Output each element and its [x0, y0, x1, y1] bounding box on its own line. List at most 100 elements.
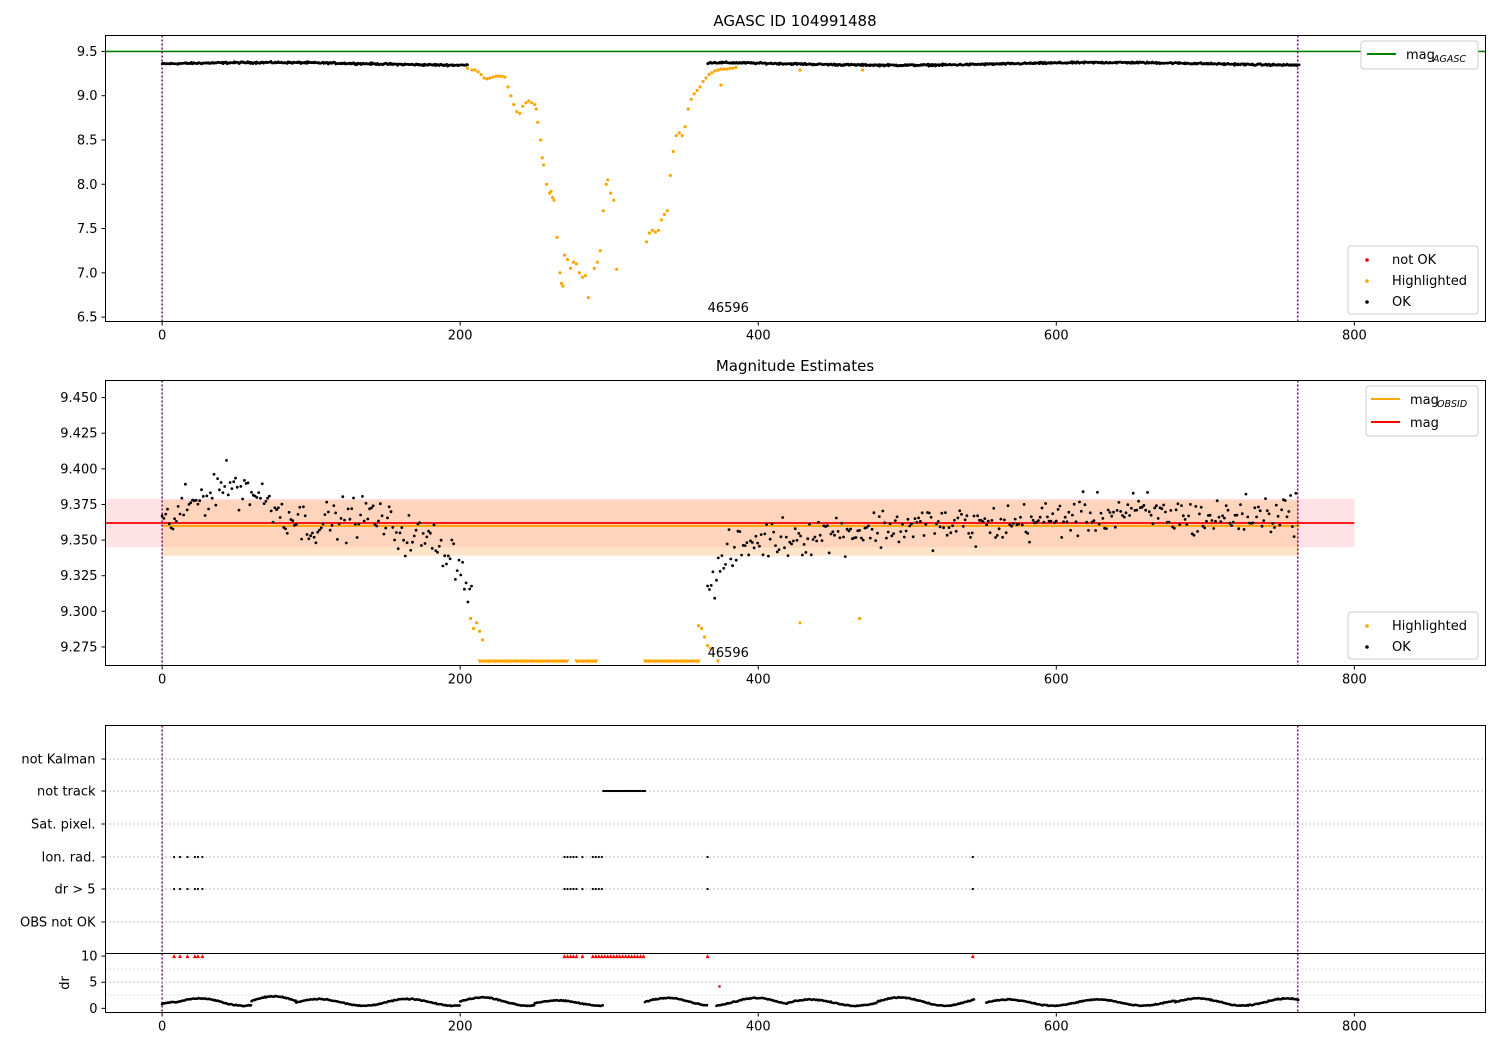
- ok-point: [359, 513, 362, 517]
- highlighted-point: [719, 67, 723, 71]
- ok-point: [949, 531, 953, 535]
- ok-point: [917, 516, 920, 520]
- ok-point: [234, 476, 237, 480]
- estimates-y-tick-label: 9.375: [60, 498, 97, 513]
- ok-point: [420, 544, 423, 547]
- dr-x-tick-label: 800: [1342, 1020, 1367, 1035]
- ok-point: [1176, 502, 1180, 506]
- ok-point: [1149, 513, 1153, 517]
- ok-point: [1028, 540, 1031, 544]
- ok-point: [1020, 523, 1024, 527]
- ok-point: [164, 512, 168, 516]
- ok-point: [1283, 499, 1287, 502]
- ok-point: [881, 509, 885, 513]
- ok-point: [176, 505, 180, 508]
- highlighted-point: [527, 99, 531, 103]
- highlighted-point: [722, 67, 726, 71]
- highlighted-point: [725, 67, 729, 71]
- ok-point: [421, 532, 425, 535]
- ok-point: [300, 537, 303, 541]
- ok-point: [963, 518, 967, 522]
- ok-point: [883, 521, 886, 525]
- dr-gt-5-point: [193, 887, 196, 891]
- ok-point: [836, 530, 840, 533]
- ok-point: [466, 600, 470, 604]
- estimates-y-tick-label: 9.350: [60, 534, 97, 549]
- dr-flag-marker: [596, 954, 601, 959]
- estimates-points-legend: Highlighted OK: [1347, 611, 1479, 660]
- ok-point: [1278, 523, 1282, 527]
- ok-point: [733, 545, 736, 549]
- ok-point: [709, 584, 713, 587]
- dr-y-tick-label: 10: [81, 950, 98, 965]
- ok-point: [1151, 522, 1155, 526]
- ok-point: [1181, 514, 1185, 518]
- ok-point: [768, 537, 772, 541]
- legend-not-ok-label: not OK: [1392, 253, 1437, 268]
- ok-point: [827, 551, 831, 555]
- highlighted-point: [552, 198, 556, 202]
- ok-point: [280, 502, 284, 506]
- ok-point: [357, 522, 361, 526]
- highlighted-point: [472, 626, 476, 631]
- ok-point: [182, 513, 186, 517]
- ok-point: [455, 569, 459, 572]
- ok-point: [1110, 514, 1114, 518]
- ok-point: [1037, 519, 1040, 522]
- ok-point: [1087, 529, 1090, 532]
- ok-point: [411, 540, 414, 544]
- dr-flag-marker: [629, 954, 634, 959]
- highlighted-point: [586, 296, 591, 300]
- ok-point: [1074, 520, 1078, 524]
- highlighted-point: [478, 629, 482, 633]
- dr-gt-5-point: [597, 887, 600, 891]
- estimates-x-tick-label: 0: [158, 673, 166, 688]
- ok-point: [727, 528, 731, 531]
- ok-point: [720, 554, 724, 557]
- ok-point: [1081, 490, 1085, 494]
- ok-point: [466, 63, 469, 66]
- highlighted-point: [476, 70, 480, 74]
- ion-rad-point: [196, 855, 199, 859]
- ok-point: [818, 533, 822, 537]
- highlighted-point: [653, 230, 658, 234]
- highlighted-point: [568, 266, 573, 270]
- ok-point: [398, 531, 402, 535]
- ok-point: [994, 536, 997, 539]
- highlighted-point: [574, 262, 579, 266]
- highlighted-point: [650, 228, 655, 232]
- ok-point: [260, 482, 264, 486]
- ok-point: [409, 548, 413, 552]
- ok-point: [1097, 522, 1101, 526]
- dr-flag-marker: [626, 954, 631, 959]
- ok-point: [160, 514, 164, 518]
- legend-ok-marker: [1365, 300, 1369, 304]
- highlighted-point: [731, 66, 735, 70]
- ok-point: [1119, 510, 1123, 513]
- ok-point: [895, 515, 899, 519]
- highlighted-point: [671, 149, 675, 154]
- ok-point: [389, 510, 393, 514]
- ok-point: [1053, 521, 1056, 524]
- ok-point: [793, 527, 797, 531]
- ok-point: [942, 526, 945, 530]
- ok-point: [981, 520, 985, 524]
- ok-point: [468, 587, 472, 591]
- ok-point: [1029, 515, 1033, 519]
- ion-rad-point: [591, 855, 594, 859]
- ok-point: [232, 480, 236, 484]
- ok-point: [725, 542, 729, 546]
- ok-point: [266, 496, 269, 500]
- ok-point: [1267, 512, 1271, 516]
- ok-point: [731, 564, 734, 568]
- ok-point: [808, 522, 811, 526]
- ok-point: [1044, 502, 1047, 505]
- ok-point: [278, 516, 282, 519]
- highlighted-point: [509, 94, 513, 98]
- ok-point: [1224, 504, 1228, 507]
- highlighted-point: [728, 66, 732, 70]
- ok-point: [708, 588, 711, 591]
- ok-point: [806, 537, 810, 541]
- highlighted-point: [662, 212, 667, 216]
- ok-point: [750, 541, 754, 544]
